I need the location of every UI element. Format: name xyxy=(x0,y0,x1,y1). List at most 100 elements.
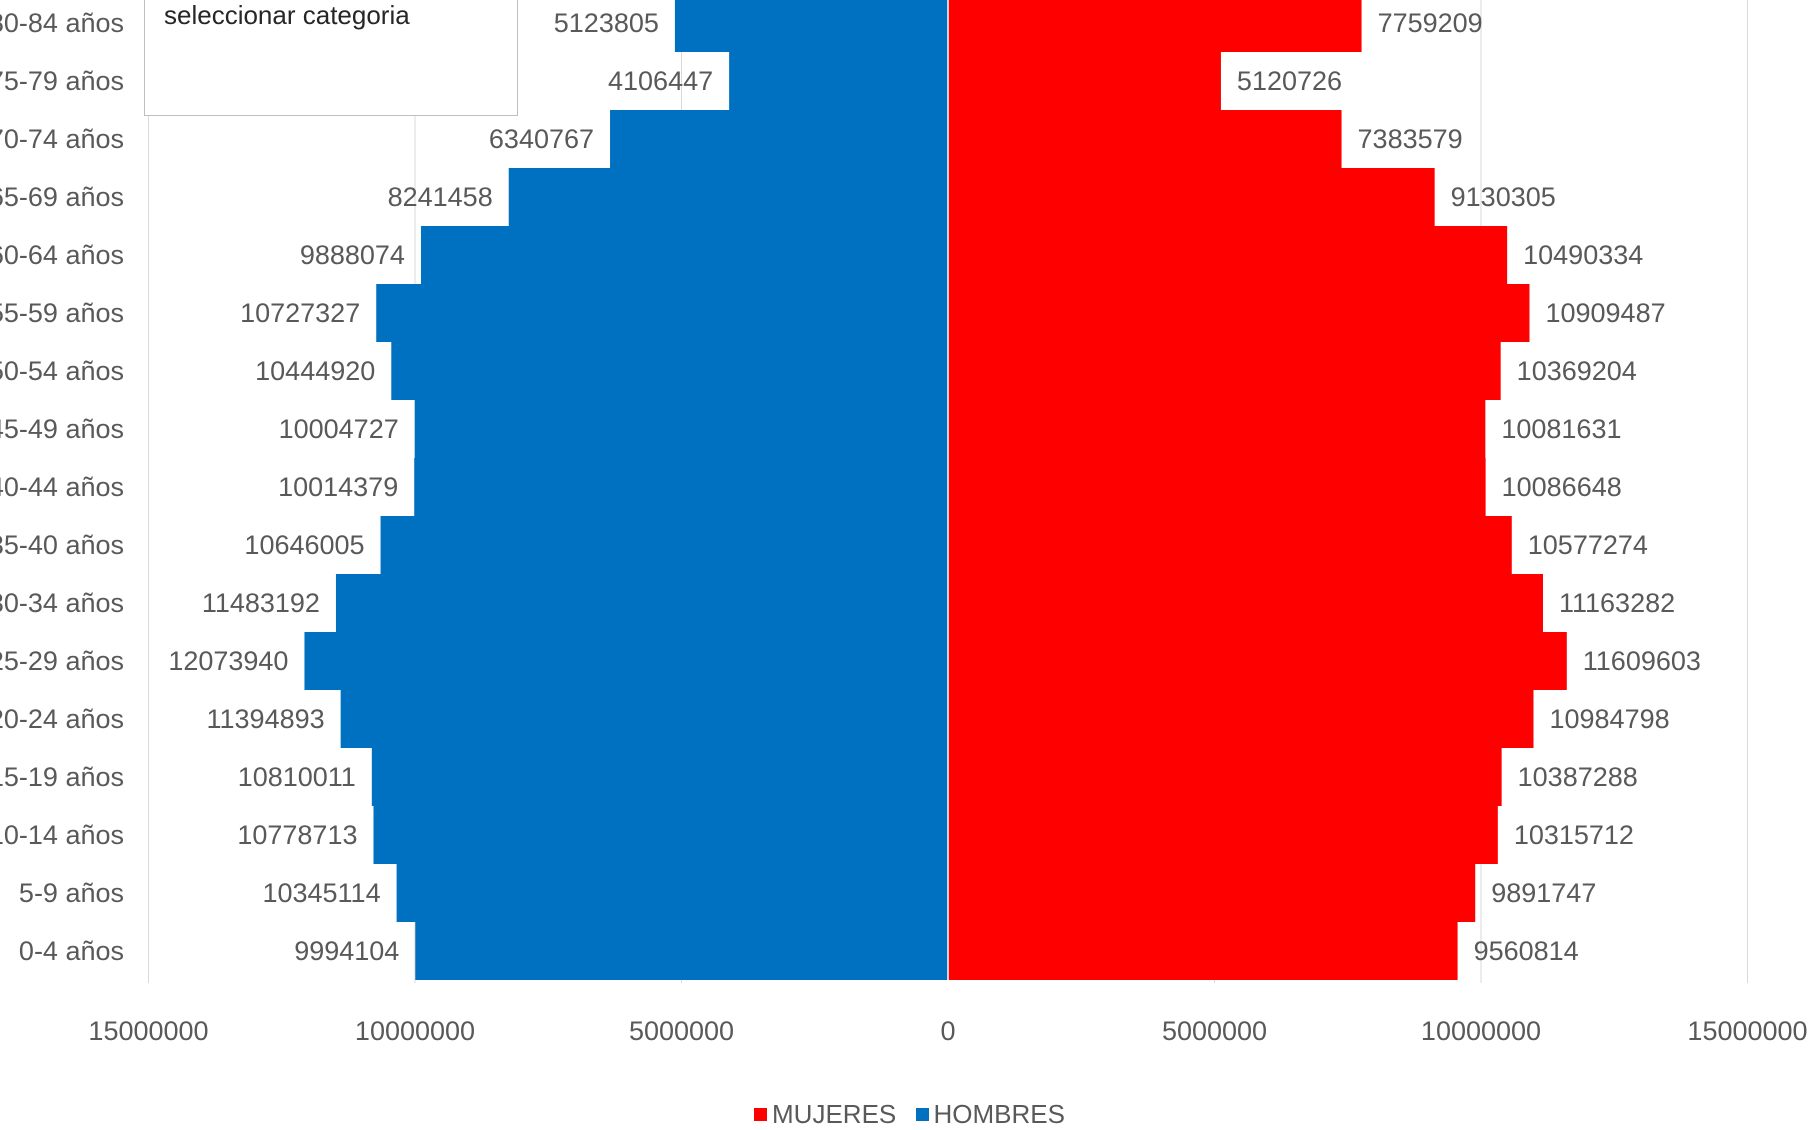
data-label-mujeres: 10490334 xyxy=(1523,240,1643,270)
data-label-mujeres: 10086648 xyxy=(1502,472,1622,502)
bar-hombres xyxy=(380,516,948,574)
data-label-mujeres: 10909487 xyxy=(1545,298,1665,328)
bar-mujeres xyxy=(948,922,1458,980)
y-category-label: 50-54 años xyxy=(0,356,124,386)
y-category-label: 20-24 años xyxy=(0,704,124,734)
y-category-label: 65-69 años xyxy=(0,182,124,212)
bar-mujeres xyxy=(948,226,1508,284)
data-label-mujeres: 11609603 xyxy=(1583,646,1701,676)
bar-mujeres xyxy=(948,632,1567,690)
bar-hombres xyxy=(414,400,948,458)
bar-hombres xyxy=(610,110,948,168)
x-tick-label: 10000000 xyxy=(1421,1016,1541,1046)
y-axis-category-labels: 0-4 años 5-9 años 10-14 años 15-19 años 20-2… xyxy=(0,8,124,966)
bar-mujeres xyxy=(948,748,1502,806)
y-category-label: 45-49 años xyxy=(0,414,124,444)
y-category-label: 60-64 años xyxy=(0,240,124,270)
bar-mujeres xyxy=(948,342,1501,400)
bar-hombres xyxy=(674,0,948,52)
note-box: seleccionar categoria xyxy=(144,0,518,116)
bar-mujeres xyxy=(948,110,1342,168)
bar-mujeres xyxy=(948,52,1221,110)
data-label-hombres: 5123805 xyxy=(554,8,659,38)
bar-hombres xyxy=(373,806,948,864)
data-label-hombres: 6340767 xyxy=(489,124,594,154)
legend-item-hombres: HOMBRES xyxy=(915,1099,1065,1130)
y-category-label: 55-59 años xyxy=(0,298,124,328)
y-category-label: 5-9 años xyxy=(19,878,124,908)
data-label-mujeres: 9130305 xyxy=(1451,182,1556,212)
bar-mujeres xyxy=(948,0,1362,52)
bars xyxy=(304,0,1567,980)
y-category-label: 0-4 años xyxy=(19,936,124,966)
bar-mujeres xyxy=(948,574,1544,632)
x-tick-label: 10000000 xyxy=(355,1016,475,1046)
bar-hombres xyxy=(414,458,948,516)
y-category-label: 75-79 años xyxy=(0,66,124,96)
x-tick-label: 0 xyxy=(940,1016,955,1046)
y-category-label: 25-29 años xyxy=(0,646,124,676)
y-category-label: 70-74 años xyxy=(0,124,124,154)
data-label-hombres: 9888074 xyxy=(300,240,405,270)
data-label-mujeres: 5120726 xyxy=(1237,66,1342,96)
bar-hombres xyxy=(391,342,948,400)
x-tick-label: 15000000 xyxy=(1687,1016,1807,1046)
bar-hombres xyxy=(508,168,948,226)
data-label-hombres: 11483192 xyxy=(202,588,320,618)
bar-mujeres xyxy=(948,864,1476,922)
data-label-mujeres: 7383579 xyxy=(1358,124,1463,154)
data-label-hombres: 12073940 xyxy=(168,646,288,676)
data-label-hombres: 10727327 xyxy=(240,298,360,328)
data-label-hombres: 10345114 xyxy=(262,878,380,908)
bar-hombres xyxy=(396,864,948,922)
y-category-label: 15-19 años xyxy=(0,762,124,792)
bar-hombres xyxy=(304,632,948,690)
data-label-hombres: 8241458 xyxy=(388,182,493,212)
legend-label-mujeres: MUJERES xyxy=(772,1099,897,1130)
data-label-hombres: 10014379 xyxy=(278,472,398,502)
x-axis-tick-labels: 15000000 10000000 5000000 0 5000000 10000000 1… xyxy=(88,1016,1807,1046)
legend-swatch-mujeres xyxy=(754,1107,768,1121)
bar-hombres xyxy=(371,748,948,806)
data-label-mujeres: 10984798 xyxy=(1549,704,1669,734)
data-labels: 9994104 9560814 10345114 9891747 10778713 103… xyxy=(168,8,1701,966)
bar-mujeres xyxy=(948,458,1486,516)
x-tick-label: 5000000 xyxy=(629,1016,734,1046)
legend: MUJERES HOMBRES xyxy=(0,1097,1819,1129)
y-category-label: 40-44 años xyxy=(0,472,124,502)
bar-hombres xyxy=(729,52,948,110)
data-label-mujeres: 10369204 xyxy=(1517,356,1637,386)
y-category-label: 35-40 años xyxy=(0,530,124,560)
legend-label-hombres: HOMBRES xyxy=(933,1099,1065,1130)
data-label-hombres: 10778713 xyxy=(237,820,357,850)
y-category-label: 10-14 años xyxy=(0,820,124,850)
data-label-hombres: 10646005 xyxy=(244,530,364,560)
data-label-hombres: 4106447 xyxy=(608,66,713,96)
data-label-mujeres: 11163282 xyxy=(1559,588,1675,618)
bar-mujeres xyxy=(948,284,1530,342)
x-tick-label: 5000000 xyxy=(1162,1016,1267,1046)
data-label-mujeres: 9891747 xyxy=(1491,878,1596,908)
bar-mujeres xyxy=(948,690,1534,748)
data-label-hombres: 9994104 xyxy=(294,936,399,966)
bar-mujeres xyxy=(948,400,1486,458)
y-category-label: 80-84 años xyxy=(0,8,124,38)
bar-hombres xyxy=(420,226,948,284)
data-label-hombres: 10810011 xyxy=(238,762,356,792)
bar-hombres xyxy=(340,690,948,748)
data-label-hombres: 10444920 xyxy=(255,356,375,386)
data-label-mujeres: 10315712 xyxy=(1514,820,1634,850)
y-category-label: 30-34 años xyxy=(0,588,124,618)
data-label-mujeres: 7759209 xyxy=(1378,8,1483,38)
note-line-2: seleccionar categoria xyxy=(164,0,410,30)
data-label-hombres: 10004727 xyxy=(279,414,399,444)
legend-item-mujeres: MUJERES xyxy=(754,1099,896,1129)
legend-swatch-hombres xyxy=(915,1107,929,1121)
bar-mujeres xyxy=(948,168,1435,226)
data-label-hombres: 11394893 xyxy=(207,704,325,734)
bar-mujeres xyxy=(948,806,1498,864)
bar-hombres xyxy=(335,574,948,632)
bar-hombres xyxy=(376,284,948,342)
data-label-mujeres: 10577274 xyxy=(1528,530,1648,560)
